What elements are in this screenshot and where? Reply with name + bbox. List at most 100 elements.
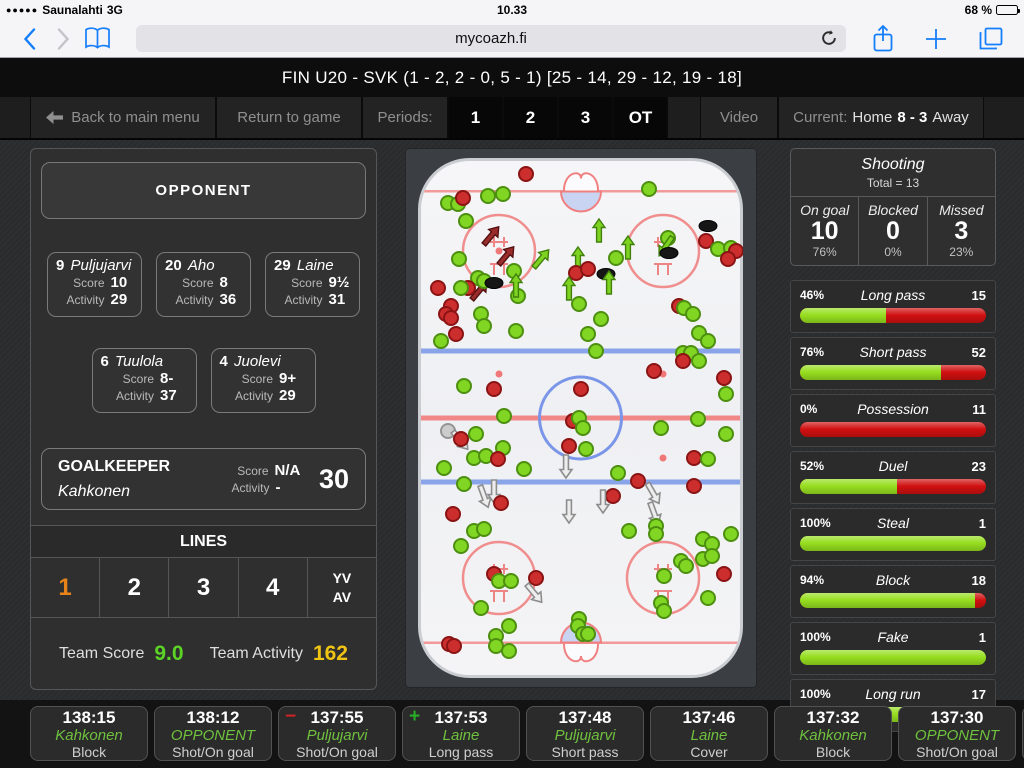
marker-green-arrow[interactable] — [591, 217, 607, 243]
marker-success-dot[interactable] — [718, 386, 734, 402]
marker-success-dot[interactable] — [610, 465, 626, 481]
marker-success-dot[interactable] — [588, 343, 604, 359]
marker-green-arrow[interactable] — [601, 269, 617, 295]
return-to-game-button[interactable]: Return to game — [216, 97, 362, 138]
marker-fail-dot[interactable] — [448, 326, 464, 342]
event-card[interactable]: 138:15 Kahkonen Block — [30, 706, 148, 761]
event-card[interactable]: −137:55 Puljujarvi Shot/On goal — [278, 706, 396, 761]
marker-fail-dot[interactable] — [528, 570, 544, 586]
event-card[interactable]: +137:53 Laine Long pass — [402, 706, 520, 761]
marker-fail-dot[interactable] — [686, 450, 702, 466]
video-button[interactable]: Video — [700, 97, 778, 138]
marker-success-dot[interactable] — [578, 441, 594, 457]
marker-green-arrow[interactable] — [529, 246, 553, 271]
marker-fail-dot[interactable] — [453, 431, 469, 447]
marker-success-dot[interactable] — [501, 643, 517, 659]
marker-success-dot[interactable] — [641, 181, 657, 197]
rink-markers[interactable] — [430, 166, 743, 659]
marker-success-dot[interactable] — [453, 538, 469, 554]
player-card[interactable]: 20 Aho Score 8 Activity 36 — [156, 252, 251, 317]
marker-success-dot[interactable] — [656, 568, 672, 584]
marker-success-dot[interactable] — [691, 353, 707, 369]
marker-success-dot[interactable] — [704, 548, 720, 564]
marker-success-dot[interactable] — [621, 523, 637, 539]
period-1-button[interactable]: 1 — [448, 97, 503, 138]
marker-green-arrow[interactable] — [620, 234, 636, 260]
marker-gray-arrow[interactable] — [522, 581, 546, 606]
marker-success-dot[interactable] — [468, 426, 484, 442]
marker-fail-dot[interactable] — [605, 488, 621, 504]
marker-fail-dot[interactable] — [518, 166, 534, 182]
marker-success-dot[interactable] — [451, 251, 467, 267]
back-to-main-menu-button[interactable]: Back to main menu — [30, 97, 216, 138]
line-button-3[interactable]: 3 — [169, 558, 239, 617]
event-card[interactable]: 137:48 Puljujarvi Short pass — [526, 706, 644, 761]
url-field[interactable]: mycoazh.fi — [136, 25, 846, 52]
marker-success-dot[interactable] — [503, 573, 519, 589]
marker-success-dot[interactable] — [480, 188, 496, 204]
marker-fail-dot[interactable] — [630, 473, 646, 489]
reload-icon[interactable] — [820, 29, 838, 47]
marker-fail-dot[interactable] — [443, 310, 459, 326]
line-button-special[interactable]: YV AV — [332, 569, 352, 605]
line-button-1[interactable]: 1 — [31, 558, 101, 617]
marker-fail-dot[interactable] — [493, 495, 509, 511]
line-button-2[interactable]: 2 — [100, 558, 170, 617]
period-ot-button[interactable]: OT — [613, 97, 668, 138]
marker-success-dot[interactable] — [608, 250, 624, 266]
hockey-rink[interactable] — [418, 158, 743, 678]
event-card[interactable]: 138:12 OPPONENT Shot/On goal — [154, 706, 272, 761]
marker-fail-dot[interactable] — [675, 353, 691, 369]
marker-success-dot[interactable] — [508, 323, 524, 339]
marker-gray-arrow[interactable] — [561, 499, 577, 525]
marker-puck[interactable] — [698, 220, 718, 232]
marker-success-dot[interactable] — [700, 590, 716, 606]
marker-success-dot[interactable] — [718, 426, 734, 442]
marker-success-dot[interactable] — [488, 638, 504, 654]
period-3-button[interactable]: 3 — [558, 97, 613, 138]
marker-success-dot[interactable] — [456, 378, 472, 394]
forward-icon[interactable] — [46, 27, 80, 50]
marker-fail-dot[interactable] — [573, 381, 589, 397]
marker-fail-dot[interactable] — [720, 251, 736, 267]
marker-success-dot[interactable] — [653, 420, 669, 436]
marker-fail-dot[interactable] — [430, 280, 446, 296]
event-card[interactable]: 137:32 Kahkonen Block — [774, 706, 892, 761]
marker-fail-dot[interactable] — [716, 566, 732, 582]
marker-success-dot[interactable] — [436, 460, 452, 476]
marker-success-dot[interactable] — [700, 451, 716, 467]
marker-fail-dot[interactable] — [446, 638, 462, 654]
marker-fail-dot[interactable] — [716, 370, 732, 386]
marker-success-dot[interactable] — [433, 333, 449, 349]
marker-success-dot[interactable] — [495, 186, 511, 202]
marker-success-dot[interactable] — [476, 521, 492, 537]
marker-success-dot[interactable] — [501, 618, 517, 634]
marker-fail-dot[interactable] — [561, 438, 577, 454]
marker-puck[interactable] — [484, 277, 504, 289]
marker-fail-dot[interactable] — [490, 451, 506, 467]
player-card[interactable]: 9 Puljujarvi Score 10 Activity 29 — [47, 252, 142, 317]
goalkeeper-card[interactable]: GOALKEEPER Kahkonen Score N/A Activity - 3… — [41, 448, 366, 510]
opponent-button[interactable]: OPPONENT — [41, 162, 366, 219]
marker-success-dot[interactable] — [656, 603, 672, 619]
marker-darkred-arrow[interactable] — [494, 243, 518, 268]
marker-success-dot[interactable] — [453, 280, 469, 296]
bookmarks-icon[interactable] — [80, 27, 114, 50]
player-card[interactable]: 4 Juolevi Score 9+ Activity 29 — [210, 348, 316, 413]
player-card[interactable]: 6 Tuulola Score 8- Activity 37 — [91, 348, 197, 413]
marker-success-dot[interactable] — [593, 311, 609, 327]
share-icon[interactable] — [872, 24, 894, 53]
marker-fail-dot[interactable] — [455, 190, 471, 206]
marker-success-dot[interactable] — [456, 476, 472, 492]
rink-panel[interactable] — [405, 148, 757, 688]
marker-green-arrow[interactable] — [561, 275, 577, 301]
marker-darkred-arrow[interactable] — [479, 223, 503, 248]
marker-success-dot[interactable] — [473, 600, 489, 616]
marker-success-dot[interactable] — [700, 333, 716, 349]
back-icon[interactable] — [12, 27, 46, 50]
event-card[interactable]: 137:46 Laine Cover — [650, 706, 768, 761]
marker-puck[interactable] — [659, 247, 679, 259]
marker-fail-dot[interactable] — [698, 233, 714, 249]
marker-success-dot[interactable] — [648, 526, 664, 542]
marker-success-dot[interactable] — [458, 213, 474, 229]
